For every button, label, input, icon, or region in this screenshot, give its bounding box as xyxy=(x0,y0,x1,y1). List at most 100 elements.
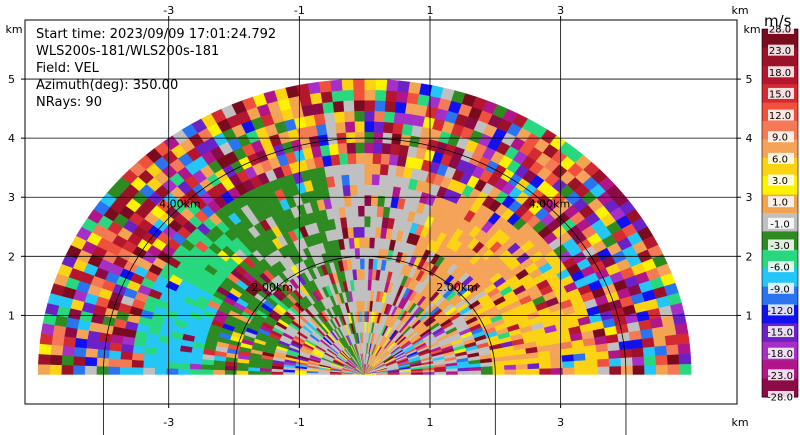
y-unit-label: km xyxy=(5,23,22,36)
velocity-cell xyxy=(332,100,345,113)
velocity-cell xyxy=(349,184,358,196)
colorbar-tick-label: -9.0 xyxy=(770,284,790,295)
velocity-cell xyxy=(353,99,365,112)
velocity-cell xyxy=(539,368,552,375)
velocity-cell xyxy=(313,113,326,126)
colorbar-label-bg xyxy=(768,196,794,208)
velocity-cell xyxy=(538,362,552,370)
velocity-cell xyxy=(364,268,369,280)
velocity-cell xyxy=(384,100,397,113)
velocity-cell xyxy=(457,367,470,372)
y-tick-label: 3 xyxy=(746,191,753,204)
velocity-cell xyxy=(166,367,179,375)
velocity-cell xyxy=(201,363,214,370)
velocity-cell xyxy=(399,372,412,375)
velocity-cell xyxy=(72,365,86,375)
velocity-cell xyxy=(348,173,358,186)
velocity-cell xyxy=(381,142,392,155)
velocity-cell xyxy=(317,133,330,147)
velocity-cell xyxy=(391,132,403,145)
velocity-cell xyxy=(320,90,334,104)
velocity-cell xyxy=(434,371,447,375)
colorbar-label-bg xyxy=(768,152,794,164)
velocity-sector-cells xyxy=(37,78,692,375)
velocity-cell xyxy=(609,366,622,375)
velocity-cell xyxy=(333,111,346,123)
colorbar-tick-label: -6.0 xyxy=(770,263,790,274)
velocity-cell xyxy=(335,121,347,134)
velocity-cell xyxy=(354,110,365,122)
velocity-cell xyxy=(457,370,470,375)
velocity-cell xyxy=(364,247,370,259)
velocity-cell xyxy=(355,142,365,154)
velocity-cell xyxy=(315,123,328,136)
velocity-cell xyxy=(361,311,365,322)
velocity-cell xyxy=(346,216,354,228)
velocity-cell xyxy=(362,321,365,333)
velocity-cell xyxy=(469,366,482,372)
velocity-cell xyxy=(49,364,62,375)
velocity-cell xyxy=(653,336,667,348)
colorbar-label-bg xyxy=(768,174,794,186)
x-tick-label: 1 xyxy=(426,4,433,17)
velocity-cell xyxy=(596,351,610,360)
velocity-cell xyxy=(364,163,374,175)
y-tick-label: 4 xyxy=(746,132,753,145)
velocity-cell xyxy=(387,373,400,375)
velocity-cell xyxy=(318,80,332,93)
colorbar-unit-label: m/s xyxy=(764,12,792,30)
velocity-cell xyxy=(672,312,687,326)
velocity-cell xyxy=(574,367,587,375)
colorbar-tick-label: -12.0 xyxy=(767,306,793,317)
velocity-cell xyxy=(189,363,203,370)
velocity-cell xyxy=(364,142,374,154)
velocity-cell xyxy=(644,365,657,375)
colorbar-label-bg xyxy=(768,217,794,229)
velocity-cell xyxy=(408,81,422,95)
velocity-cell xyxy=(357,194,365,207)
velocity-cell xyxy=(96,357,109,367)
velocity-cell xyxy=(362,332,365,343)
velocity-cell xyxy=(331,90,344,102)
velocity-cell xyxy=(572,346,586,355)
velocity-cell xyxy=(527,368,540,375)
velocity-cell xyxy=(411,372,424,375)
velocity-cell xyxy=(119,358,133,368)
velocity-cell xyxy=(353,89,365,101)
velocity-cell xyxy=(573,353,587,362)
colorbar-label-bg xyxy=(768,131,794,143)
velocity-cell xyxy=(62,336,77,348)
velocity-cell xyxy=(356,173,365,185)
velocity-cell xyxy=(359,258,365,270)
velocity-cell xyxy=(358,226,365,238)
colorbar-tick-label: -15.0 xyxy=(767,328,793,339)
colorbar: 28.0 23.0 18.0 15.0 12.0 9.0 6.0 3.0 1.0 -1.0 -3.0… xyxy=(761,23,799,404)
velocity-cell xyxy=(301,104,315,117)
velocity-cell xyxy=(351,205,359,217)
velocity-cell xyxy=(131,366,144,375)
velocity-cell xyxy=(371,173,381,186)
velocity-cell xyxy=(52,324,67,337)
velocity-cell xyxy=(617,332,631,343)
plot-frame xyxy=(24,19,738,405)
velocity-cell xyxy=(364,279,369,291)
velocity-cell xyxy=(374,110,386,123)
velocity-cell xyxy=(325,122,337,135)
velocity-cell xyxy=(330,79,343,92)
info-box: Start time: 2023/09/09 17:01:24.792 WLS2… xyxy=(36,27,276,110)
velocity-cell xyxy=(51,334,65,347)
velocity-cell xyxy=(527,363,540,370)
velocity-cell xyxy=(370,216,378,228)
info-line-azimuth: Azimuth(deg): 350.00 xyxy=(36,78,178,93)
x-tick-label: -3 xyxy=(163,4,174,17)
velocity-cell xyxy=(655,364,669,375)
velocity-cell xyxy=(585,359,599,368)
velocity-cell xyxy=(364,152,374,164)
velocity-cell xyxy=(143,353,157,362)
colorbar-label-bg xyxy=(768,239,794,251)
velocity-cell xyxy=(618,340,632,351)
velocity-cell xyxy=(679,363,692,375)
velocity-cell xyxy=(344,121,356,133)
velocity-cell xyxy=(372,152,383,165)
grid-lines xyxy=(25,20,737,404)
